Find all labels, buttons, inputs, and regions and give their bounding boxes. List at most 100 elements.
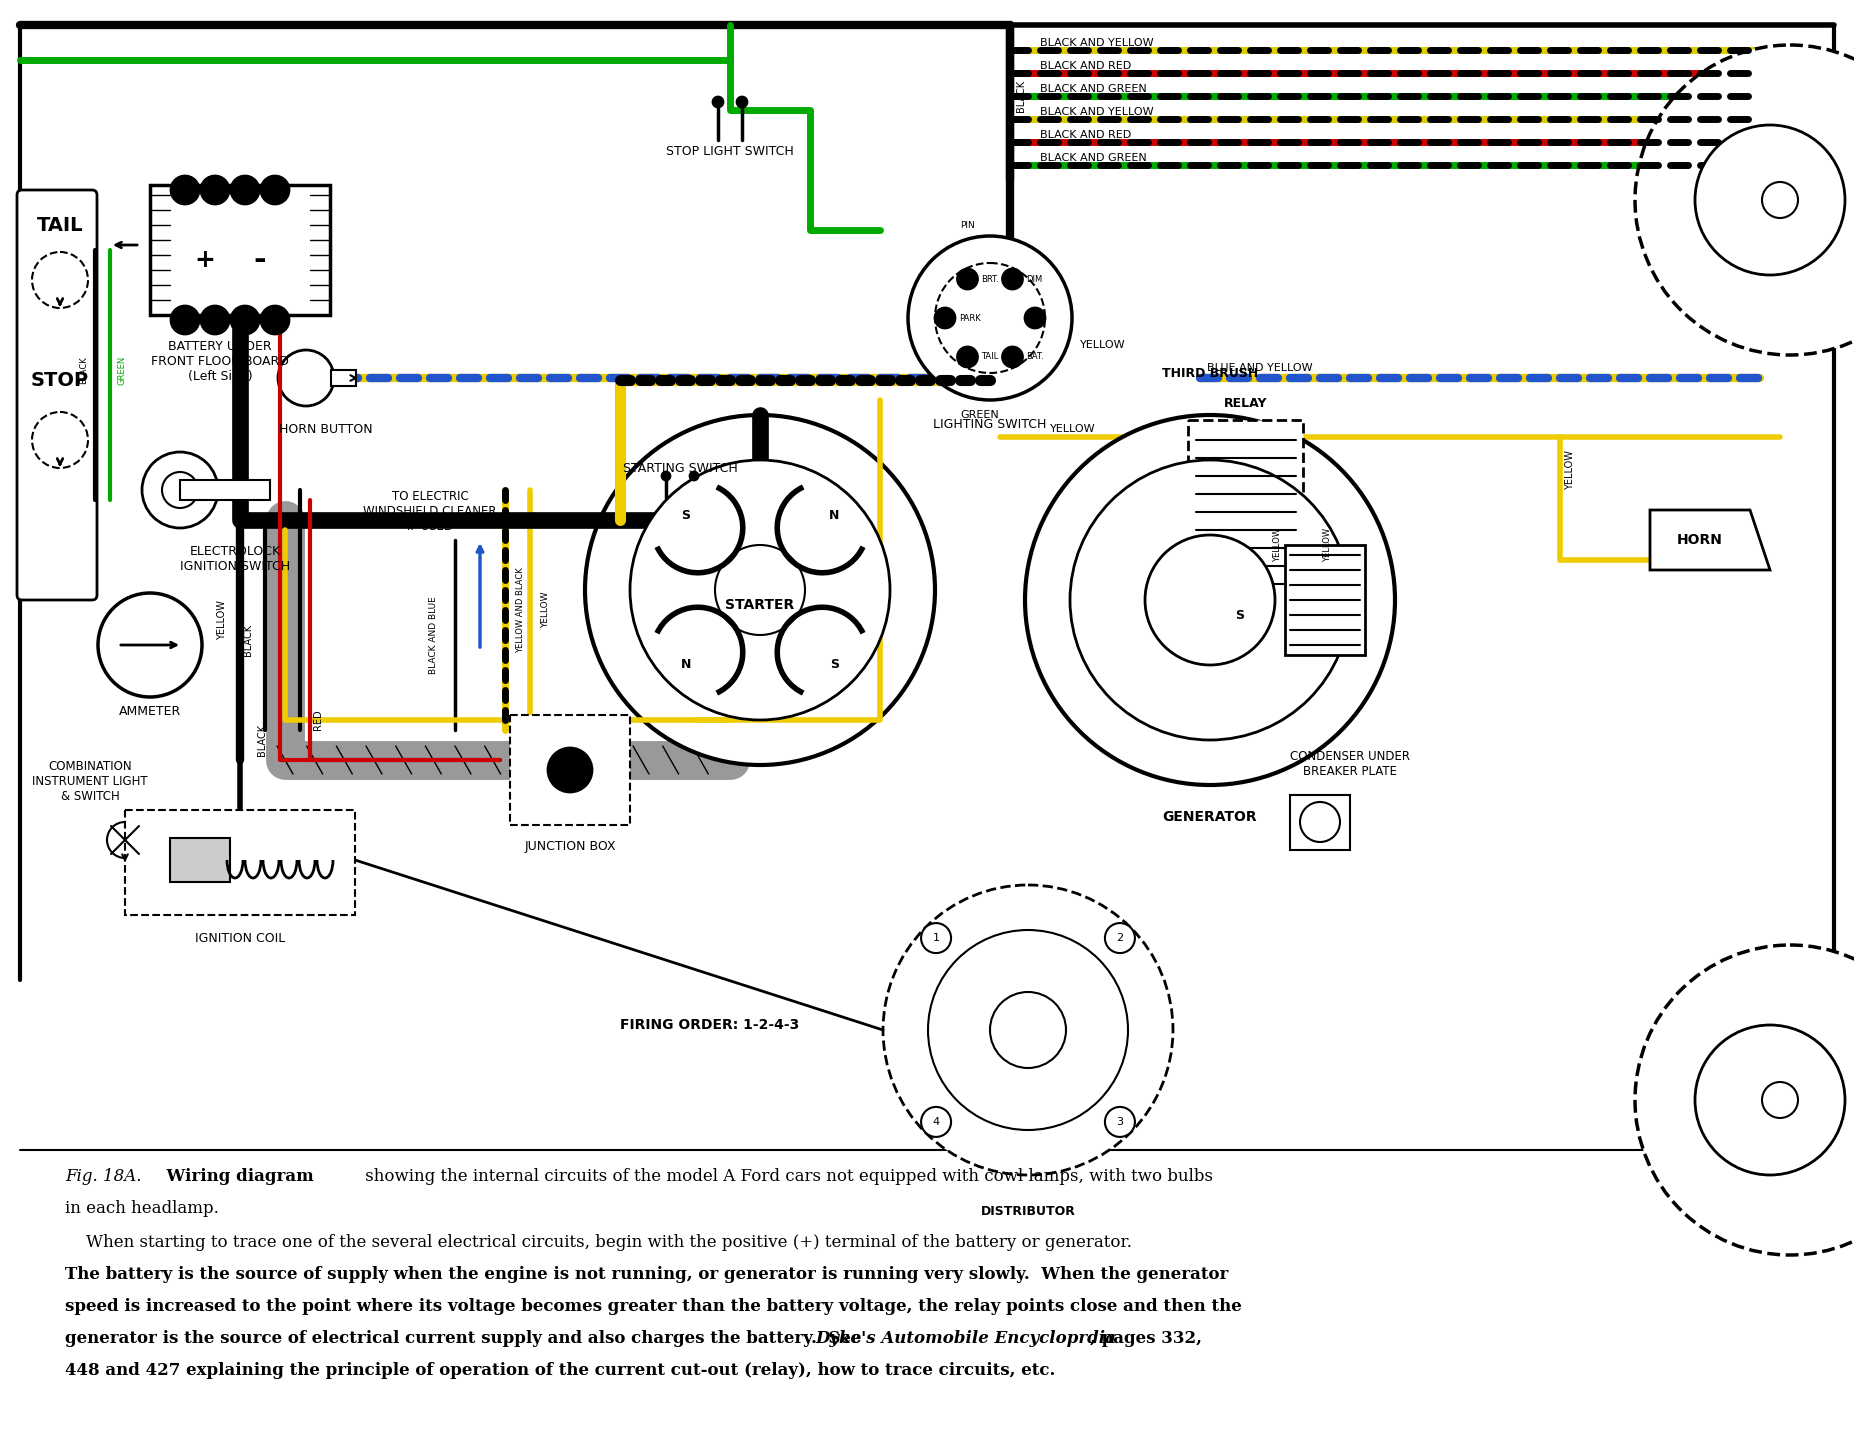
Text: BLACK AND GREEN: BLACK AND GREEN <box>1040 153 1148 163</box>
Text: GREEN: GREEN <box>119 355 128 384</box>
Circle shape <box>200 307 230 334</box>
Circle shape <box>1003 269 1023 289</box>
Circle shape <box>1695 125 1845 275</box>
Text: STARTING SWITCH: STARTING SWITCH <box>623 461 738 474</box>
Text: DIM: DIM <box>1027 275 1042 284</box>
Circle shape <box>990 992 1066 1068</box>
Text: BATTERY UNDER
FRONT FLOOR BOARD
(Left Side): BATTERY UNDER FRONT FLOOR BOARD (Left Si… <box>150 340 289 383</box>
Text: DISTRIBUTOR: DISTRIBUTOR <box>981 1205 1075 1218</box>
Text: BLACK AND GREEN: BLACK AND GREEN <box>1040 85 1148 95</box>
Text: YELLOW: YELLOW <box>1565 450 1576 490</box>
Text: BRT.: BRT. <box>981 275 999 284</box>
Bar <box>124 810 354 916</box>
Text: +: + <box>195 248 215 272</box>
Text: BLACK: BLACK <box>1016 80 1025 112</box>
Text: N: N <box>680 658 692 671</box>
Text: BLACK AND YELLOW: BLACK AND YELLOW <box>1040 39 1153 47</box>
Circle shape <box>1025 308 1046 328</box>
Text: TAIL: TAIL <box>37 215 83 235</box>
Text: BLACK: BLACK <box>243 623 252 656</box>
Text: When starting to trace one of the several electrical circuits, begin with the po: When starting to trace one of the severa… <box>65 1234 1133 1251</box>
Circle shape <box>98 593 202 696</box>
Text: BAT.: BAT. <box>1027 353 1044 361</box>
Text: AMMETER: AMMETER <box>119 705 182 718</box>
Text: BLUE AND YELLOW: BLUE AND YELLOW <box>1207 363 1313 373</box>
Text: RELAY: RELAY <box>1224 397 1268 410</box>
Circle shape <box>1300 802 1340 843</box>
Text: THIRD BRUSH: THIRD BRUSH <box>1162 367 1259 380</box>
Text: YELLOW: YELLOW <box>1274 527 1281 562</box>
Text: Fig. 18A.: Fig. 18A. <box>65 1168 141 1185</box>
Circle shape <box>586 416 934 765</box>
Circle shape <box>883 886 1174 1175</box>
Circle shape <box>1003 347 1023 367</box>
Circle shape <box>161 471 198 509</box>
Circle shape <box>1146 535 1276 665</box>
Bar <box>180 480 271 500</box>
Circle shape <box>1025 416 1394 785</box>
Bar <box>510 715 630 825</box>
Circle shape <box>957 269 977 289</box>
Text: 4: 4 <box>933 1116 940 1126</box>
Circle shape <box>171 307 198 334</box>
Circle shape <box>1761 182 1798 218</box>
Text: YELLOW: YELLOW <box>541 592 551 628</box>
Text: speed is increased to the point where its voltage becomes greater than the batte: speed is increased to the point where it… <box>65 1298 1242 1315</box>
Circle shape <box>690 471 697 480</box>
Text: showing the internal circuits of the model A Ford cars not equipped with cowl la: showing the internal circuits of the mod… <box>360 1168 1213 1185</box>
Bar <box>171 838 230 881</box>
Circle shape <box>261 176 289 203</box>
Bar <box>1290 795 1350 850</box>
Bar <box>332 370 356 385</box>
Text: N: N <box>829 509 840 522</box>
Circle shape <box>738 97 747 107</box>
Text: PARK: PARK <box>959 314 981 322</box>
Circle shape <box>929 930 1127 1131</box>
Circle shape <box>32 252 87 308</box>
Circle shape <box>957 347 977 367</box>
Text: CONDENSER UNDER
BREAKER PLATE: CONDENSER UNDER BREAKER PLATE <box>1290 749 1411 778</box>
Circle shape <box>549 748 591 792</box>
Text: COMBINATION
INSTRUMENT LIGHT
& SWITCH: COMBINATION INSTRUMENT LIGHT & SWITCH <box>32 759 148 802</box>
Text: YELLOW: YELLOW <box>217 600 226 641</box>
Text: IGNITION COIL: IGNITION COIL <box>195 931 286 944</box>
Circle shape <box>934 308 955 328</box>
Text: YELLOW: YELLOW <box>1049 424 1096 434</box>
Text: BLACK: BLACK <box>258 724 267 757</box>
Circle shape <box>714 97 723 107</box>
Circle shape <box>108 823 143 858</box>
Text: FIRING ORDER: 1-2-4-3: FIRING ORDER: 1-2-4-3 <box>621 1017 799 1032</box>
Circle shape <box>630 460 890 719</box>
Circle shape <box>921 923 951 953</box>
Text: STOP LIGHT SWITCH: STOP LIGHT SWITCH <box>666 145 794 158</box>
Circle shape <box>200 176 230 203</box>
Text: JUNCTION BOX: JUNCTION BOX <box>525 840 616 853</box>
Text: ELECTROLOCK
IGNITION SWITCH: ELECTROLOCK IGNITION SWITCH <box>180 545 289 573</box>
Circle shape <box>1635 944 1854 1255</box>
Circle shape <box>716 545 805 635</box>
Circle shape <box>1070 460 1350 739</box>
Text: generator is the source of electrical current supply and also charges the batter: generator is the source of electrical cu… <box>65 1330 868 1347</box>
Bar <box>1188 420 1303 600</box>
Text: LIGHTING SWITCH: LIGHTING SWITCH <box>933 418 1048 431</box>
Circle shape <box>171 176 198 203</box>
Text: YELLOW: YELLOW <box>1324 527 1331 562</box>
Text: The battery is the source of supply when the engine is not running, or generator: The battery is the source of supply when… <box>65 1265 1229 1283</box>
Text: 448 and 427 explaining the principle of operation of the current cut-out (relay): 448 and 427 explaining the principle of … <box>65 1361 1055 1379</box>
Text: Dyke's Automobile Encycloprdia: Dyke's Automobile Encycloprdia <box>816 1330 1116 1347</box>
Circle shape <box>662 471 669 480</box>
Text: 2: 2 <box>1116 933 1124 943</box>
Text: YELLOW: YELLOW <box>1081 340 1125 350</box>
Circle shape <box>1105 923 1135 953</box>
Text: S: S <box>1235 609 1244 622</box>
Text: , pages 332,: , pages 332, <box>1090 1330 1201 1347</box>
Text: BLACK AND BLUE: BLACK AND BLUE <box>428 596 438 674</box>
Text: 3: 3 <box>1116 1116 1124 1126</box>
Text: YELLOW AND BLACK: YELLOW AND BLACK <box>515 567 525 653</box>
Circle shape <box>232 176 260 203</box>
Circle shape <box>261 307 289 334</box>
Text: STOP: STOP <box>32 371 89 390</box>
Text: in each headlamp.: in each headlamp. <box>65 1199 219 1217</box>
Text: S: S <box>831 658 838 671</box>
Circle shape <box>921 1106 951 1136</box>
